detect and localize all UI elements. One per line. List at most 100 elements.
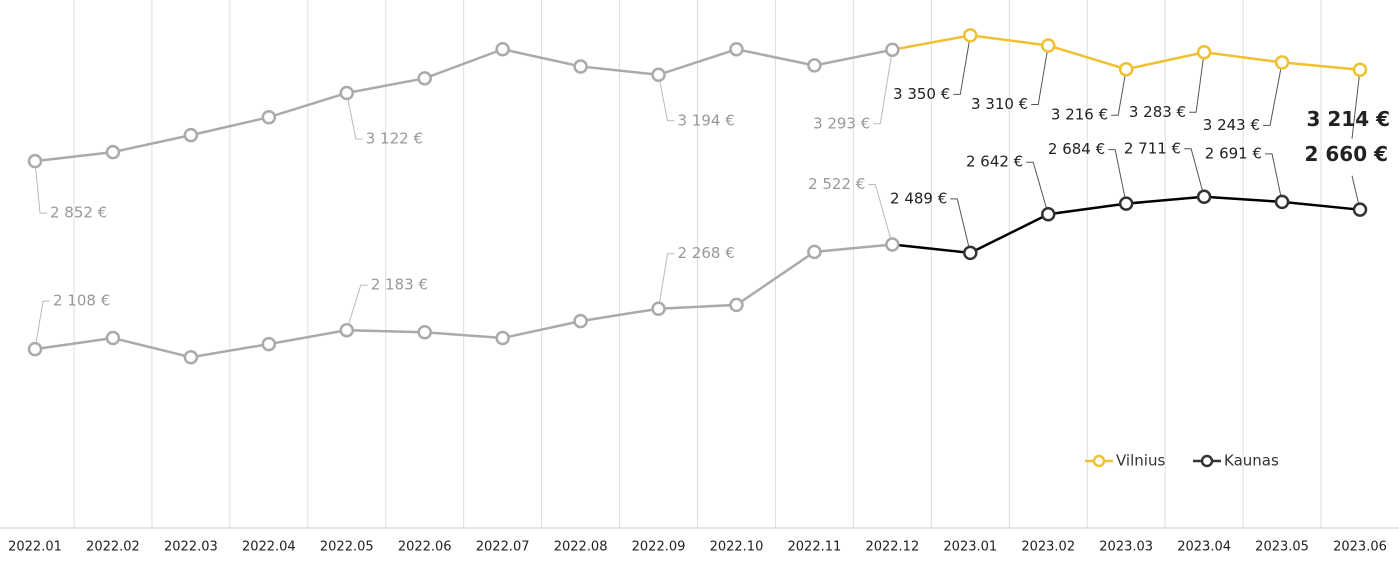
label-leader bbox=[1189, 52, 1205, 113]
x-tick-label: 2023.04 bbox=[1177, 540, 1231, 555]
marker bbox=[573, 59, 588, 74]
x-tick-label: 2023.02 bbox=[1021, 540, 1075, 555]
value-label: 3 214 € bbox=[1306, 107, 1390, 131]
label-leader bbox=[953, 35, 971, 95]
marker bbox=[1118, 196, 1134, 211]
line-muted bbox=[34, 243, 893, 359]
marker bbox=[963, 28, 978, 43]
value-label: 2 642 € bbox=[966, 153, 1023, 171]
marker bbox=[885, 237, 900, 252]
label-leader bbox=[1031, 45, 1049, 105]
marker bbox=[1040, 206, 1056, 222]
value-label: 3 310 € bbox=[971, 95, 1028, 113]
marker bbox=[1040, 38, 1056, 53]
x-tick-label: 2022.10 bbox=[710, 540, 764, 555]
x-tick-label: 2022.02 bbox=[86, 540, 140, 555]
marker bbox=[417, 324, 432, 340]
label-leader bbox=[346, 284, 368, 331]
x-tick-label: 2023.06 bbox=[1333, 540, 1387, 555]
legend-marker bbox=[1092, 454, 1106, 468]
marker bbox=[729, 42, 744, 57]
label-leader bbox=[1263, 62, 1283, 126]
x-tick-label: 2023.03 bbox=[1099, 540, 1153, 555]
label-leader bbox=[346, 92, 363, 140]
value-label: 2 691 € bbox=[1205, 144, 1262, 162]
marker bbox=[885, 42, 900, 58]
label-leader bbox=[658, 74, 675, 122]
label-leader bbox=[950, 198, 971, 254]
label-leader bbox=[1108, 149, 1127, 204]
value-label: 3 283 € bbox=[1129, 103, 1186, 121]
marker bbox=[573, 313, 588, 329]
label-leader bbox=[1184, 148, 1205, 197]
value-label: 3 122 € bbox=[366, 129, 423, 147]
marker bbox=[1196, 45, 1212, 60]
marker bbox=[183, 127, 199, 143]
label-leader bbox=[1111, 69, 1127, 116]
x-tick-label: 2022.12 bbox=[865, 540, 919, 555]
value-label: 2 711 € bbox=[1124, 139, 1181, 157]
x-tick-label: 2022.01 bbox=[8, 540, 62, 555]
value-label: 3 194 € bbox=[678, 111, 735, 129]
x-tick-label: 2022.09 bbox=[632, 540, 686, 555]
marker bbox=[1118, 61, 1134, 77]
label-leader bbox=[873, 49, 893, 125]
x-tick-label: 2023.01 bbox=[943, 540, 997, 555]
marker bbox=[105, 144, 121, 160]
x-tick-label: 2022.08 bbox=[554, 540, 608, 555]
value-label: 2 489 € bbox=[890, 189, 947, 207]
value-label: 3 350 € bbox=[893, 85, 950, 103]
marker bbox=[183, 349, 199, 365]
x-tick-label: 2022.03 bbox=[164, 540, 218, 555]
grid bbox=[73, 0, 1322, 528]
value-label: 3 216 € bbox=[1051, 106, 1108, 124]
marker bbox=[495, 42, 510, 57]
marker bbox=[105, 330, 121, 346]
label-leader bbox=[34, 161, 47, 214]
marker bbox=[339, 322, 355, 338]
marker bbox=[1352, 202, 1368, 217]
marker bbox=[1352, 62, 1368, 77]
marker bbox=[1274, 55, 1290, 70]
marker bbox=[807, 58, 822, 73]
x-tick-label: 2023.05 bbox=[1255, 540, 1309, 555]
legend-label: Kaunas bbox=[1224, 452, 1279, 470]
value-label: 3 293 € bbox=[813, 114, 870, 132]
line-muted bbox=[34, 47, 893, 163]
label-leader bbox=[1265, 153, 1283, 202]
marker bbox=[1274, 194, 1290, 210]
marker bbox=[963, 245, 978, 261]
x-tick-label: 2022.06 bbox=[398, 540, 452, 555]
marker bbox=[651, 301, 666, 316]
value-label: 2 660 € bbox=[1304, 142, 1388, 166]
label-leader bbox=[1026, 161, 1049, 215]
x-tick-label: 2022.07 bbox=[476, 540, 530, 555]
value-label: 2 684 € bbox=[1048, 140, 1105, 158]
marker bbox=[807, 244, 822, 260]
value-label: 2 522 € bbox=[808, 175, 865, 193]
value-label: 3 243 € bbox=[1203, 116, 1260, 134]
marker bbox=[1196, 189, 1212, 205]
x-tick-label: 2022.04 bbox=[242, 540, 296, 555]
marker bbox=[261, 109, 277, 125]
label-leader bbox=[1351, 69, 1361, 139]
marker bbox=[417, 71, 432, 86]
marker bbox=[261, 336, 277, 352]
marker bbox=[27, 153, 43, 169]
value-label: 2 852 € bbox=[50, 204, 107, 222]
value-label: 2 183 € bbox=[371, 276, 428, 294]
label-leader bbox=[34, 300, 50, 350]
value-label: 2 108 € bbox=[53, 292, 110, 310]
value-label: 2 268 € bbox=[678, 244, 735, 262]
label-leader bbox=[868, 184, 893, 245]
marker bbox=[495, 330, 510, 346]
marker bbox=[339, 85, 355, 101]
label-leader bbox=[658, 253, 675, 309]
marker bbox=[27, 341, 43, 357]
marker bbox=[651, 67, 666, 83]
x-tick-label: 2022.05 bbox=[320, 540, 374, 555]
marker bbox=[729, 297, 744, 313]
x-tick-label: 2022.11 bbox=[788, 540, 842, 555]
legend-marker bbox=[1200, 454, 1214, 468]
